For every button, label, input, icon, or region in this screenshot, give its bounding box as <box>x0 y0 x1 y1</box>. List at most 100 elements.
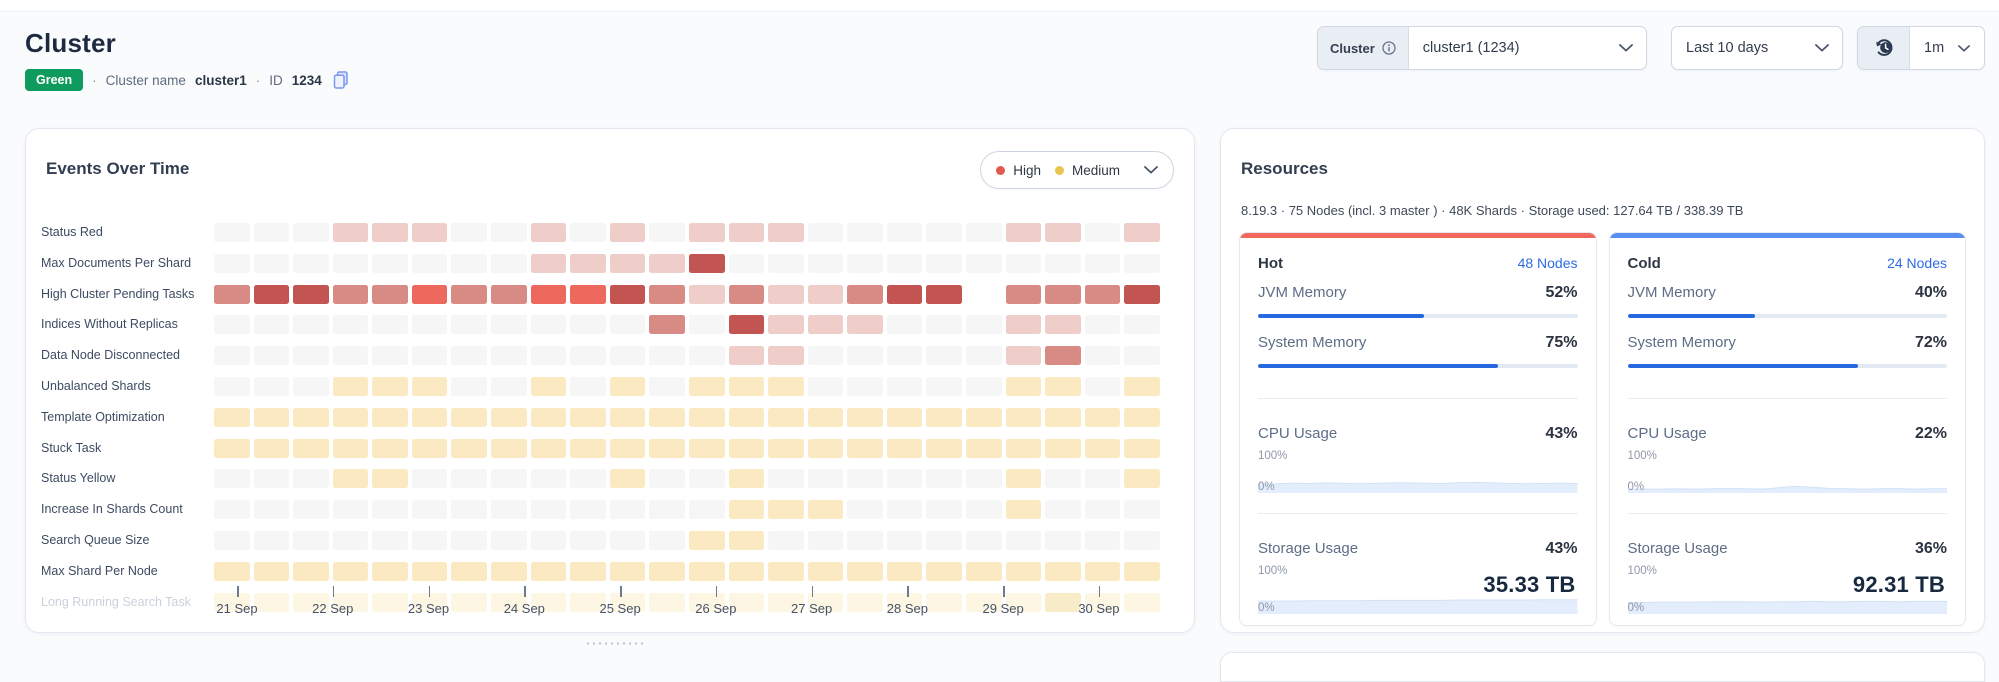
heatmap-cell[interactable] <box>926 407 963 427</box>
heatmap-cell[interactable] <box>332 376 369 396</box>
heatmap-cell[interactable] <box>530 407 567 427</box>
heatmap-cell[interactable] <box>688 407 725 427</box>
heatmap-cell[interactable] <box>372 469 408 489</box>
heatmap-cell[interactable] <box>1005 346 1042 366</box>
heatmap-cell[interactable] <box>530 561 567 581</box>
hot-nodes-link[interactable]: 48 Nodes <box>1517 255 1578 271</box>
heatmap-cell[interactable] <box>807 284 844 304</box>
heatmap-cell[interactable] <box>372 438 408 458</box>
heatmap-cell[interactable] <box>768 315 804 335</box>
heatmap-cell[interactable] <box>1045 561 1081 581</box>
heatmap-cell[interactable] <box>649 438 685 458</box>
heatmap-cell[interactable] <box>609 469 646 489</box>
heatmap-cell[interactable] <box>609 561 646 581</box>
heatmap-cell[interactable] <box>926 561 963 581</box>
heatmap-cell[interactable] <box>926 284 963 304</box>
heatmap-cell[interactable] <box>609 253 646 273</box>
heatmap-cell[interactable] <box>609 284 646 304</box>
heatmap-cell[interactable] <box>1084 561 1121 581</box>
heatmap-cell[interactable] <box>293 407 329 427</box>
heatmap-cell[interactable] <box>768 284 804 304</box>
heatmap-cell[interactable] <box>1005 407 1042 427</box>
heatmap-cell[interactable] <box>768 438 804 458</box>
heatmap-cell[interactable] <box>214 284 250 304</box>
heatmap-cell[interactable] <box>688 561 725 581</box>
heatmap-cell[interactable] <box>570 438 606 458</box>
heatmap-cell[interactable] <box>966 407 1002 427</box>
heatmap-cell[interactable] <box>768 346 804 366</box>
cold-nodes-link[interactable]: 24 Nodes <box>1887 255 1947 271</box>
heatmap-cell[interactable] <box>688 284 725 304</box>
heatmap-cell[interactable] <box>807 561 844 581</box>
heatmap-cell[interactable] <box>1045 346 1081 366</box>
heatmap-cell[interactable] <box>1084 284 1121 304</box>
heatmap-cell[interactable] <box>1084 407 1121 427</box>
heatmap-cell[interactable] <box>728 315 765 335</box>
heatmap-cell[interactable] <box>807 407 844 427</box>
heatmap-cell[interactable] <box>332 469 369 489</box>
heatmap-cell[interactable] <box>728 561 765 581</box>
heatmap-cell[interactable] <box>728 346 765 366</box>
heatmap-cell[interactable] <box>491 561 527 581</box>
heatmap-cell[interactable] <box>847 438 883 458</box>
heatmap-cell[interactable] <box>768 500 804 520</box>
heatmap-cell[interactable] <box>688 253 725 273</box>
time-range-select[interactable]: Last 10 days <box>1671 26 1843 70</box>
auto-refresh-control[interactable]: 1m <box>1857 26 1985 70</box>
heatmap-cell[interactable] <box>768 561 804 581</box>
heatmap-cell[interactable] <box>214 407 250 427</box>
heatmap-cell[interactable] <box>530 223 567 242</box>
heatmap-cell[interactable] <box>1084 438 1121 458</box>
heatmap-cell[interactable] <box>491 284 527 304</box>
heatmap-cell[interactable] <box>807 500 844 520</box>
severity-legend-dropdown[interactable]: High Medium <box>980 151 1174 189</box>
heatmap-cell[interactable] <box>688 376 725 396</box>
heatmap-cell[interactable] <box>886 284 923 304</box>
heatmap-cell[interactable] <box>451 438 488 458</box>
heatmap-cell[interactable] <box>332 284 369 304</box>
heatmap-cell[interactable] <box>253 284 290 304</box>
heatmap-cell[interactable] <box>1045 315 1081 335</box>
heatmap-cell[interactable] <box>728 438 765 458</box>
heatmap-cell[interactable] <box>1124 407 1160 427</box>
heatmap-cell[interactable] <box>1045 376 1081 396</box>
cluster-select[interactable]: Cluster cluster1 (1234) <box>1317 26 1647 70</box>
heatmap-cell[interactable] <box>1005 500 1042 520</box>
heatmap-cell[interactable] <box>411 407 448 427</box>
heatmap-cell[interactable] <box>332 407 369 427</box>
heatmap-cell[interactable] <box>253 407 290 427</box>
heatmap-cell[interactable] <box>332 561 369 581</box>
heatmap-cell[interactable] <box>570 561 606 581</box>
heatmap-cell[interactable] <box>886 438 923 458</box>
heatmap-cell[interactable] <box>609 376 646 396</box>
heatmap-cell[interactable] <box>1124 469 1160 489</box>
heatmap-cell[interactable] <box>372 561 408 581</box>
heatmap-cell[interactable] <box>768 407 804 427</box>
heatmap-cell[interactable] <box>886 407 923 427</box>
heatmap-cell[interactable] <box>451 561 488 581</box>
heatmap-cell[interactable] <box>1005 284 1042 304</box>
heatmap-cell[interactable] <box>847 407 883 427</box>
heatmap-cell[interactable] <box>570 284 606 304</box>
heatmap-cell[interactable] <box>966 561 1002 581</box>
heatmap-cell[interactable] <box>847 284 883 304</box>
heatmap-cell[interactable] <box>1005 376 1042 396</box>
heatmap-cell[interactable] <box>1005 438 1042 458</box>
heatmap-cell[interactable] <box>649 253 685 273</box>
heatmap-cell[interactable] <box>1045 284 1081 304</box>
heatmap-cell[interactable] <box>609 223 646 242</box>
heatmap-cell[interactable] <box>728 223 765 242</box>
heatmap-cell[interactable] <box>570 253 606 273</box>
heatmap-cell[interactable] <box>688 438 725 458</box>
heatmap-cell[interactable] <box>1045 223 1081 242</box>
heatmap-cell[interactable] <box>688 223 725 242</box>
heatmap-cell[interactable] <box>926 438 963 458</box>
heatmap-cell[interactable] <box>530 284 567 304</box>
heatmap-cell[interactable] <box>411 561 448 581</box>
heatmap-cell[interactable] <box>530 438 567 458</box>
heatmap-cell[interactable] <box>1124 438 1160 458</box>
heatmap-cell[interactable] <box>649 561 685 581</box>
heatmap-cell[interactable] <box>293 284 329 304</box>
heatmap-cell[interactable] <box>807 315 844 335</box>
heatmap-cell[interactable] <box>570 407 606 427</box>
